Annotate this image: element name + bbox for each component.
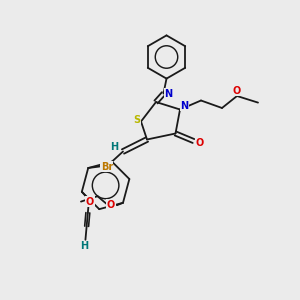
Text: H: H [80,242,88,251]
Text: N: N [164,88,173,99]
Text: O: O [107,200,115,210]
Text: O: O [195,138,204,148]
Text: O: O [86,197,94,207]
Text: S: S [133,115,140,125]
Text: O: O [232,86,241,96]
Text: N: N [180,101,189,111]
Text: Br: Br [101,161,113,172]
Text: H: H [110,142,119,152]
